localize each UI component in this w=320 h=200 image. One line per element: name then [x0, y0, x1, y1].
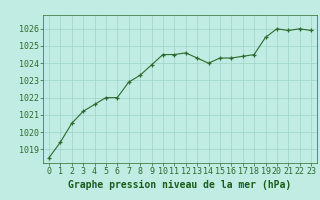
- X-axis label: Graphe pression niveau de la mer (hPa): Graphe pression niveau de la mer (hPa): [68, 180, 292, 190]
